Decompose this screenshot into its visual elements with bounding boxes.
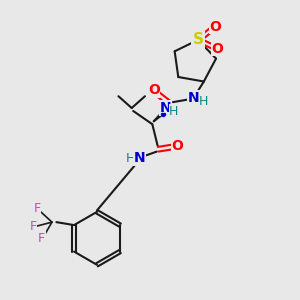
Text: O: O (211, 42, 223, 56)
Text: N: N (160, 101, 171, 115)
Text: S: S (193, 32, 203, 47)
Text: O: O (210, 20, 222, 34)
Text: N: N (188, 91, 200, 105)
Text: F: F (38, 232, 45, 245)
Text: H: H (199, 95, 208, 108)
Text: N: N (133, 151, 145, 165)
Text: F: F (34, 202, 41, 215)
Text: O: O (171, 139, 183, 153)
Text: H: H (126, 152, 136, 165)
Text: H: H (169, 105, 178, 118)
Text: F: F (29, 220, 36, 233)
Text: O: O (148, 83, 160, 97)
